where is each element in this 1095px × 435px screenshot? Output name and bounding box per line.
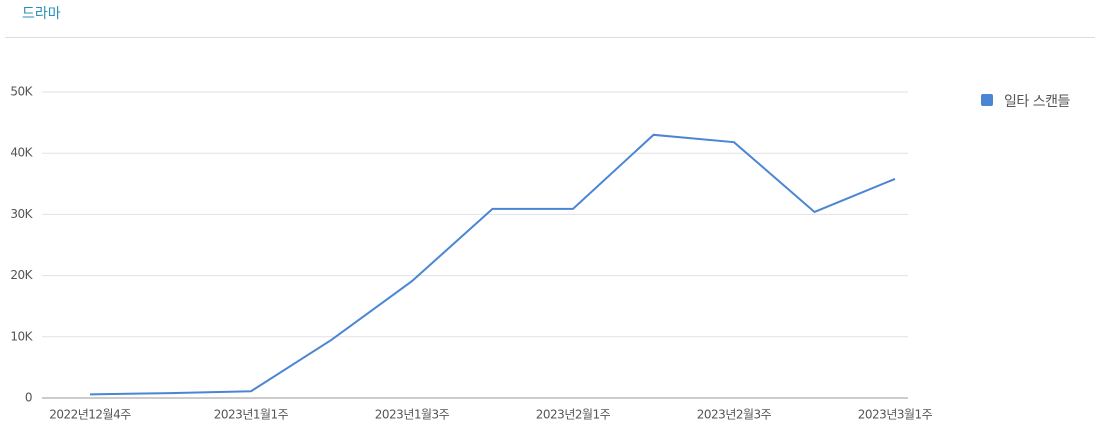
y-tick-label: 0 bbox=[25, 391, 32, 405]
y-tick-label: 10K bbox=[10, 329, 33, 343]
x-tick-label: 2023년2월1주 bbox=[536, 408, 611, 422]
y-tick-label: 30K bbox=[10, 207, 33, 221]
y-tick-label: 20K bbox=[10, 268, 33, 282]
divider bbox=[5, 37, 1095, 38]
legend-label: 일타 스캔들 bbox=[1004, 94, 1070, 110]
x-tick-label: 2023년1월1주 bbox=[214, 408, 289, 422]
section-title: 드라마 bbox=[22, 6, 61, 22]
x-tick-label: 2023년2월3주 bbox=[697, 408, 772, 422]
y-tick-label: 40K bbox=[10, 146, 33, 160]
x-tick-label: 2023년1월3주 bbox=[375, 408, 450, 422]
line-series bbox=[89, 133, 896, 396]
y-tick-label: 50K bbox=[10, 85, 33, 99]
x-tick-label: 2023년3월1주 bbox=[858, 408, 933, 422]
legend-swatch bbox=[981, 94, 993, 106]
x-tick-label: 2022년12월4주 bbox=[49, 408, 131, 422]
